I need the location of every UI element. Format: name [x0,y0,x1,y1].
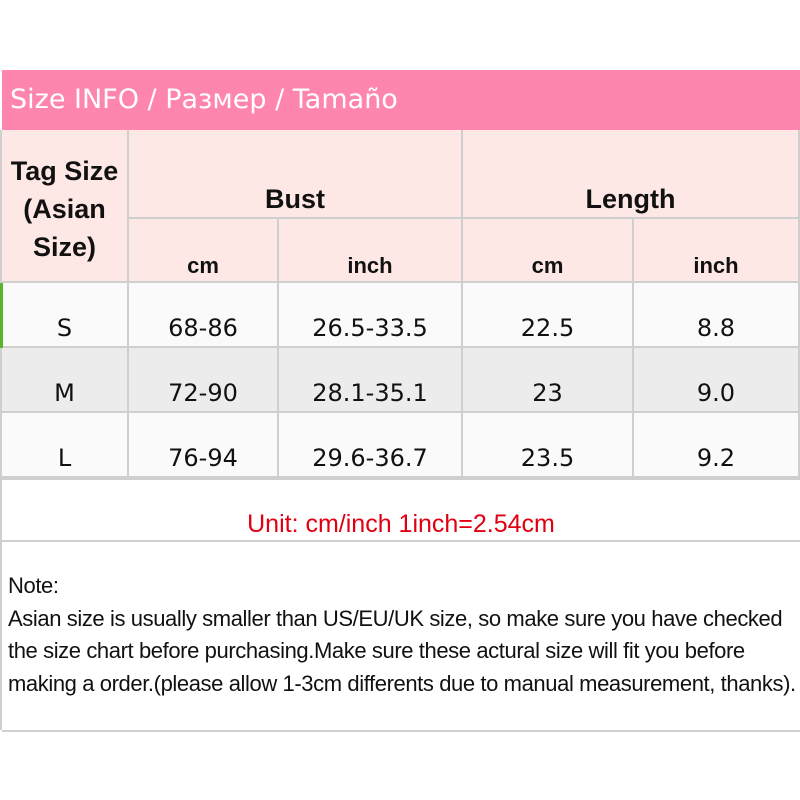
table-cell-length-cm: 23.5 [463,413,634,478]
table-cell-bust-inch: 26.5-33.5 [279,283,463,348]
table-cell-bust-inch: 29.6-36.7 [279,413,463,478]
table-cell-length-cm: 22.5 [463,283,634,348]
table-cell-length-inch: 9.2 [634,413,800,478]
row-marker [0,283,3,348]
table-cell-length-cm: 23 [463,348,634,413]
table-cell-size: S [2,283,129,348]
table-cell-bust-cm: 72-90 [129,348,279,413]
bust-cm-header: cm [129,219,279,283]
bust-inch-header: inch [279,219,463,283]
note-label: Note: [8,573,59,598]
note-block: Note: Asian size is usually smaller than… [2,542,800,732]
length-header: Length [463,130,800,219]
table-cell-bust-cm: 68-86 [129,283,279,348]
table-cell-length-inch: 9.0 [634,348,800,413]
table-cell-bust-cm: 76-94 [129,413,279,478]
note-text: Asian size is usually smaller than US/EU… [8,605,796,696]
bust-header: Bust [129,130,463,219]
length-cm-header: cm [463,219,634,283]
tag-size-header: Tag Size (Asian Size) [2,130,129,283]
table-cell-bust-inch: 28.1-35.1 [279,348,463,413]
size-info-title: Size INFO / Размер / Tamaño [2,70,800,130]
unit-note: Unit: cm/inch 1inch=2.54cm [2,478,800,542]
table-left-border [0,130,2,730]
length-inch-header: inch [634,219,800,283]
table-cell-size: M [2,348,129,413]
tag-size-label: Tag Size (Asian Size) [10,155,119,262]
table-cell-length-inch: 8.8 [634,283,800,348]
table-cell-size: L [2,413,129,478]
